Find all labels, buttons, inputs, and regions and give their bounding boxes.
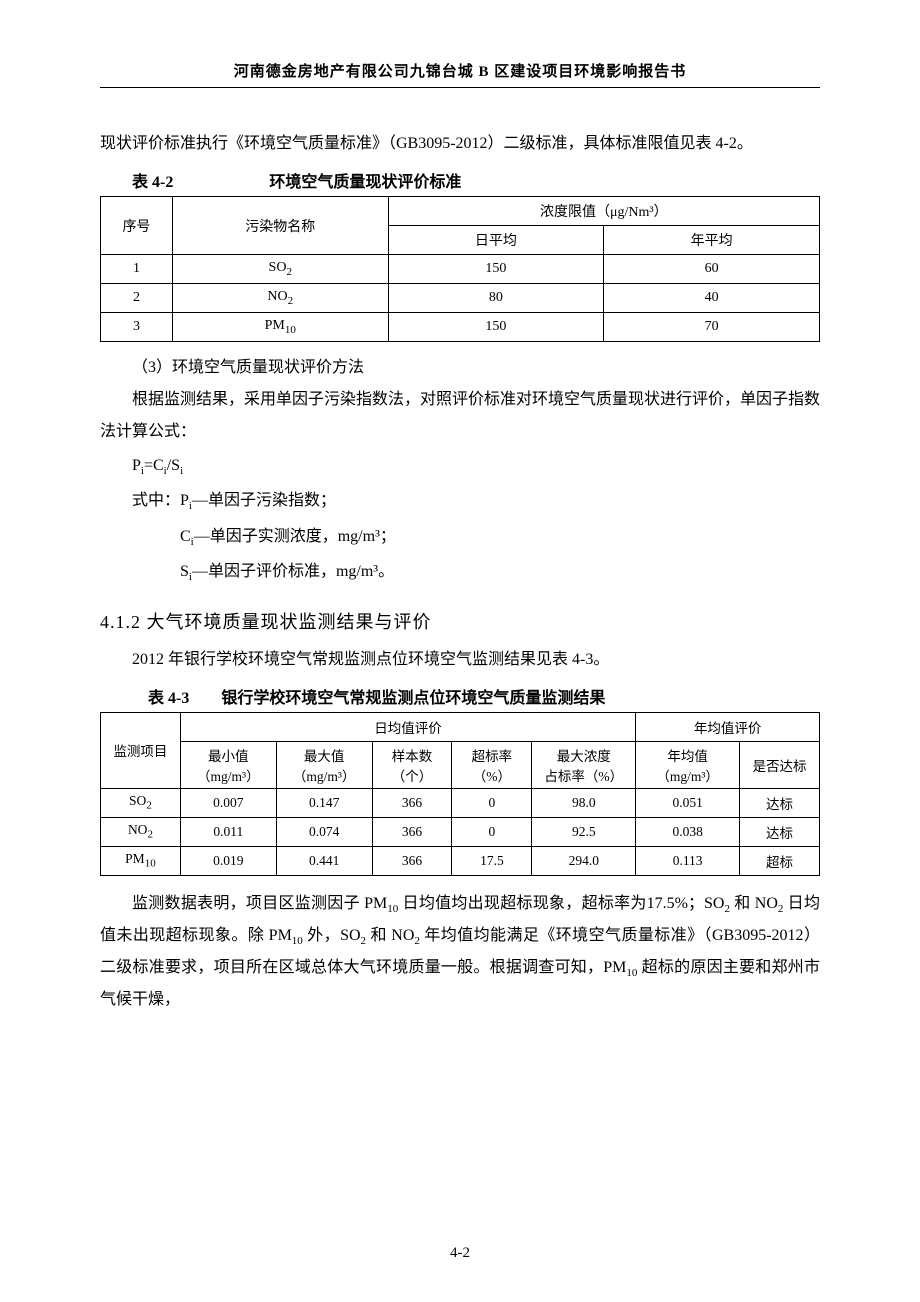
cell-seq: 1 [101, 255, 173, 284]
cell-max: 0.441 [276, 846, 372, 875]
cell-exceed: 17.5 [452, 846, 532, 875]
cell-pass: 达标 [740, 817, 820, 846]
cell-maxratio: 98.0 [532, 788, 636, 817]
th-pollutant: 污染物名称 [172, 197, 388, 255]
cell-annual: 0.038 [636, 817, 740, 846]
table-row: SO20.0070.147366098.00.051达标 [101, 788, 820, 817]
cell-annual: 70 [604, 313, 820, 342]
section-heading-4-1-2: 4.1.2 大气环境质量现状监测结果与评价 [100, 608, 820, 634]
table-row: NO20.0110.074366092.50.038达标 [101, 817, 820, 846]
cell-daily: 150 [388, 313, 604, 342]
formula-def: Si—单因子评价标准，mg/m³。 [180, 554, 820, 589]
formula-where-label: 式中： [132, 492, 180, 509]
table-4-3-number: 表 4-3 [148, 684, 189, 708]
cell-annual: 0.113 [636, 846, 740, 875]
table-row: 最小值（mg/m³） 最大值（mg/m³） 样本数（个） 超标率（%） 最大浓度… [101, 741, 820, 788]
cell-annual: 0.051 [636, 788, 740, 817]
th-annualval: 年均值（mg/m³） [636, 741, 740, 788]
th-daily-group: 日均值评价 [180, 712, 635, 741]
paragraph-method-title: （3）环境空气质量现状评价方法 [100, 352, 820, 384]
table-4-2-caption: 表 4-2 环境空气质量现状评价标准 [100, 168, 820, 192]
cell-item: SO2 [101, 788, 181, 817]
th-max: 最大值（mg/m³） [276, 741, 372, 788]
cell-pass: 超标 [740, 846, 820, 875]
table-4-2-title: 环境空气质量现状评价标准 [269, 174, 461, 191]
th-min: 最小值（mg/m³） [180, 741, 276, 788]
cell-annual: 40 [604, 284, 820, 313]
cell-exceed: 0 [452, 817, 532, 846]
th-seq: 序号 [101, 197, 173, 255]
cell-exceed: 0 [452, 788, 532, 817]
cell-item: PM10 [101, 846, 181, 875]
th-pass: 是否达标 [740, 741, 820, 788]
th-daily: 日平均 [388, 226, 604, 255]
th-samples: 样本数（个） [372, 741, 452, 788]
paragraph-4-1-2-intro: 2012 年银行学校环境空气常规监测点位环境空气监测结果见表 4-3。 [100, 644, 820, 676]
cell-min: 0.007 [180, 788, 276, 817]
th-annual-group: 年均值评价 [636, 712, 820, 741]
formula-main: Pi=Ci/Si [132, 448, 820, 483]
paragraph-method-body: 根据监测结果，采用单因子污染指数法，对照评价标准对环境空气质量现状进行评价，单因… [100, 384, 820, 448]
cell-max: 0.147 [276, 788, 372, 817]
cell-pollutant: NO2 [172, 284, 388, 313]
formula-def: Ci—单因子实测浓度，mg/m³； [180, 519, 820, 554]
cell-annual: 60 [604, 255, 820, 284]
th-item: 监测项目 [101, 712, 181, 788]
cell-daily: 150 [388, 255, 604, 284]
page-header: 河南德金房地产有限公司九锦台城 B 区建设项目环境影响报告书 [100, 60, 820, 88]
table-row: PM100.0190.44136617.5294.00.113超标 [101, 846, 820, 875]
cell-max: 0.074 [276, 817, 372, 846]
th-limit: 浓度限值（μg/Nm³） [388, 197, 819, 226]
table-row: 序号 污染物名称 浓度限值（μg/Nm³） [101, 197, 820, 226]
table-row: 1SO215060 [101, 255, 820, 284]
table-4-2-number: 表 4-2 [132, 168, 173, 192]
cell-n: 366 [372, 788, 452, 817]
paragraph-intro: 现状评价标准执行《环境空气质量标准》（GB3095-2012）二级标准，具体标准… [100, 128, 820, 160]
cell-min: 0.011 [180, 817, 276, 846]
formula-where-line: 式中：Pi—单因子污染指数； [132, 483, 820, 518]
cell-seq: 3 [101, 313, 173, 342]
cell-n: 366 [372, 817, 452, 846]
table-row: 2NO28040 [101, 284, 820, 313]
th-exceed: 超标率（%） [452, 741, 532, 788]
page-number: 4-2 [0, 1245, 920, 1262]
cell-pass: 达标 [740, 788, 820, 817]
table-4-3: 监测项目 日均值评价 年均值评价 最小值（mg/m³） 最大值（mg/m³） 样… [100, 712, 820, 876]
cell-maxratio: 294.0 [532, 846, 636, 875]
table-row: 监测项目 日均值评价 年均值评价 [101, 712, 820, 741]
th-annual: 年平均 [604, 226, 820, 255]
document-page: 河南德金房地产有限公司九锦台城 B 区建设项目环境影响报告书 现状评价标准执行《… [0, 0, 920, 1302]
table-4-2: 序号 污染物名称 浓度限值（μg/Nm³） 日平均 年平均 1SO2150602… [100, 196, 820, 342]
table-row: 3PM1015070 [101, 313, 820, 342]
th-maxratio: 最大浓度占标率（%） [532, 741, 636, 788]
cell-pollutant: SO2 [172, 255, 388, 284]
cell-item: NO2 [101, 817, 181, 846]
cell-maxratio: 92.5 [532, 817, 636, 846]
cell-daily: 80 [388, 284, 604, 313]
cell-n: 366 [372, 846, 452, 875]
cell-pollutant: PM10 [172, 313, 388, 342]
paragraph-analysis: 监测数据表明，项目区监测因子 PM10 日均值均出现超标现象，超标率为17.5%… [100, 888, 820, 1017]
cell-seq: 2 [101, 284, 173, 313]
table-4-3-caption: 表 4-3 银行学校环境空气常规监测点位环境空气质量监测结果 [100, 684, 820, 708]
cell-min: 0.019 [180, 846, 276, 875]
formula-def: Pi—单因子污染指数； [180, 492, 336, 509]
table-4-3-title: 银行学校环境空气常规监测点位环境空气质量监测结果 [221, 690, 605, 707]
